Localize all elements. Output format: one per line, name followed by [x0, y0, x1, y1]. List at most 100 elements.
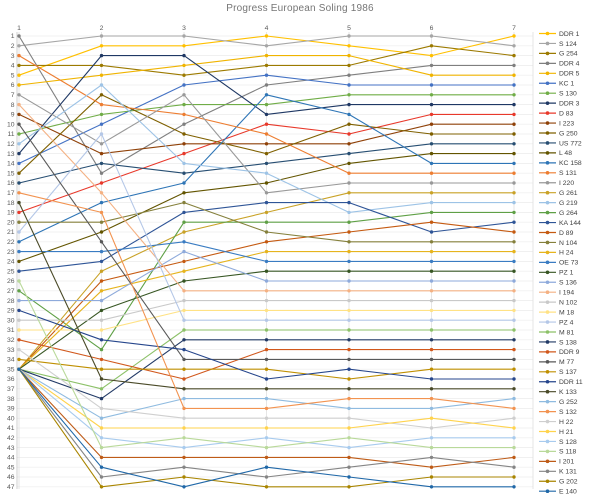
legend-swatch-marker — [545, 310, 550, 314]
series-marker — [512, 416, 516, 420]
series-marker — [264, 298, 269, 303]
series-marker — [182, 269, 186, 273]
y-tick-label: 10 — [7, 121, 15, 128]
series-marker — [264, 171, 269, 175]
legend-label: S 136 — [559, 280, 577, 287]
series-marker — [512, 191, 516, 195]
series-marker — [512, 44, 516, 48]
series-marker — [17, 83, 21, 87]
legend-swatch-marker — [545, 61, 550, 66]
legend-swatch-marker — [545, 31, 550, 36]
series-marker — [264, 122, 269, 126]
legend-swatch-marker — [545, 141, 550, 145]
series-marker — [17, 44, 21, 48]
legend-swatch-marker — [545, 101, 550, 105]
series-marker — [17, 142, 21, 146]
series-marker — [99, 347, 104, 352]
series-marker — [264, 426, 269, 430]
series-marker — [182, 318, 186, 322]
series-marker — [99, 44, 104, 48]
series-marker — [429, 475, 434, 479]
legend-swatch-marker — [545, 180, 550, 185]
series-marker — [99, 426, 104, 430]
series-marker — [347, 83, 351, 87]
series-marker — [17, 318, 21, 322]
y-tick-label: 35 — [7, 366, 15, 373]
legend-label: G 261 — [559, 190, 578, 197]
y-tick-label: 38 — [7, 396, 15, 403]
series-marker — [99, 465, 104, 469]
series-marker — [512, 210, 516, 215]
y-tick-label: 21 — [7, 229, 15, 236]
legend-swatch-marker — [545, 270, 550, 275]
series-marker — [99, 249, 104, 254]
legend-item: I 220 — [539, 180, 574, 187]
legend-label: M 18 — [559, 309, 574, 316]
series-marker — [347, 318, 351, 322]
series-marker — [182, 367, 186, 371]
series-marker — [347, 93, 351, 97]
legend-swatch-marker — [545, 370, 550, 374]
series-marker — [99, 455, 104, 460]
series-marker — [347, 279, 351, 283]
y-tick-label: 39 — [7, 406, 15, 413]
series-marker — [17, 34, 21, 38]
series-marker — [264, 44, 269, 48]
y-tick-label: 28 — [7, 298, 15, 305]
legend-item: G 219 — [539, 200, 578, 207]
series-marker — [17, 367, 21, 371]
legend-item: H 21 — [539, 429, 574, 436]
x-tick-label: 4 — [265, 25, 269, 32]
series-marker — [17, 63, 21, 68]
series-marker — [347, 436, 351, 440]
legend-item: M 81 — [539, 329, 574, 336]
series-marker — [347, 357, 351, 362]
series-marker — [512, 347, 516, 352]
legend-swatch-marker — [545, 280, 550, 285]
legend-label: S 137 — [559, 369, 577, 376]
legend-swatch-marker — [545, 41, 550, 46]
series-marker — [17, 93, 21, 97]
legend-item: N 104 — [539, 240, 577, 247]
series-marker — [429, 132, 434, 136]
legend-swatch-marker — [545, 290, 550, 295]
series-marker — [264, 83, 269, 87]
series-marker — [17, 53, 21, 58]
series-marker — [264, 289, 269, 293]
y-tick-label: 31 — [7, 327, 15, 334]
legend-item: M 77 — [539, 359, 574, 366]
legend-label: I 201 — [559, 459, 574, 466]
series-marker — [182, 338, 186, 342]
series-marker — [429, 83, 434, 87]
legend-item: S 137 — [539, 369, 577, 376]
legend-label: PZ 1 — [559, 270, 574, 277]
legend-item: G 261 — [539, 190, 578, 197]
y-tick-label: 22 — [7, 239, 15, 246]
legend-item: E 140 — [539, 489, 577, 496]
series-marker — [99, 230, 104, 234]
series-marker — [347, 308, 351, 313]
series-marker — [99, 161, 104, 166]
legend-label: S 132 — [559, 409, 577, 416]
legend-label: D 89 — [559, 230, 574, 237]
series-marker — [429, 200, 434, 205]
series-marker — [512, 377, 516, 381]
legend-item: K 131 — [539, 469, 577, 476]
series-marker — [429, 279, 434, 283]
legend-label: H 24 — [559, 250, 574, 257]
series-marker — [512, 132, 516, 136]
series-marker — [17, 161, 21, 166]
series-marker — [99, 436, 104, 440]
legend-label: S 128 — [559, 439, 577, 446]
series-marker — [182, 426, 186, 430]
series-marker — [17, 230, 21, 234]
series-marker — [182, 34, 186, 38]
series-marker — [17, 279, 21, 283]
legend-swatch-marker — [545, 389, 550, 394]
legend-item: DDR 3 — [539, 100, 580, 107]
y-tick-label: 9 — [11, 112, 15, 119]
legend-label: I 220 — [559, 180, 574, 187]
series-marker — [347, 122, 351, 126]
series-marker — [347, 367, 351, 371]
series-marker — [99, 93, 104, 97]
